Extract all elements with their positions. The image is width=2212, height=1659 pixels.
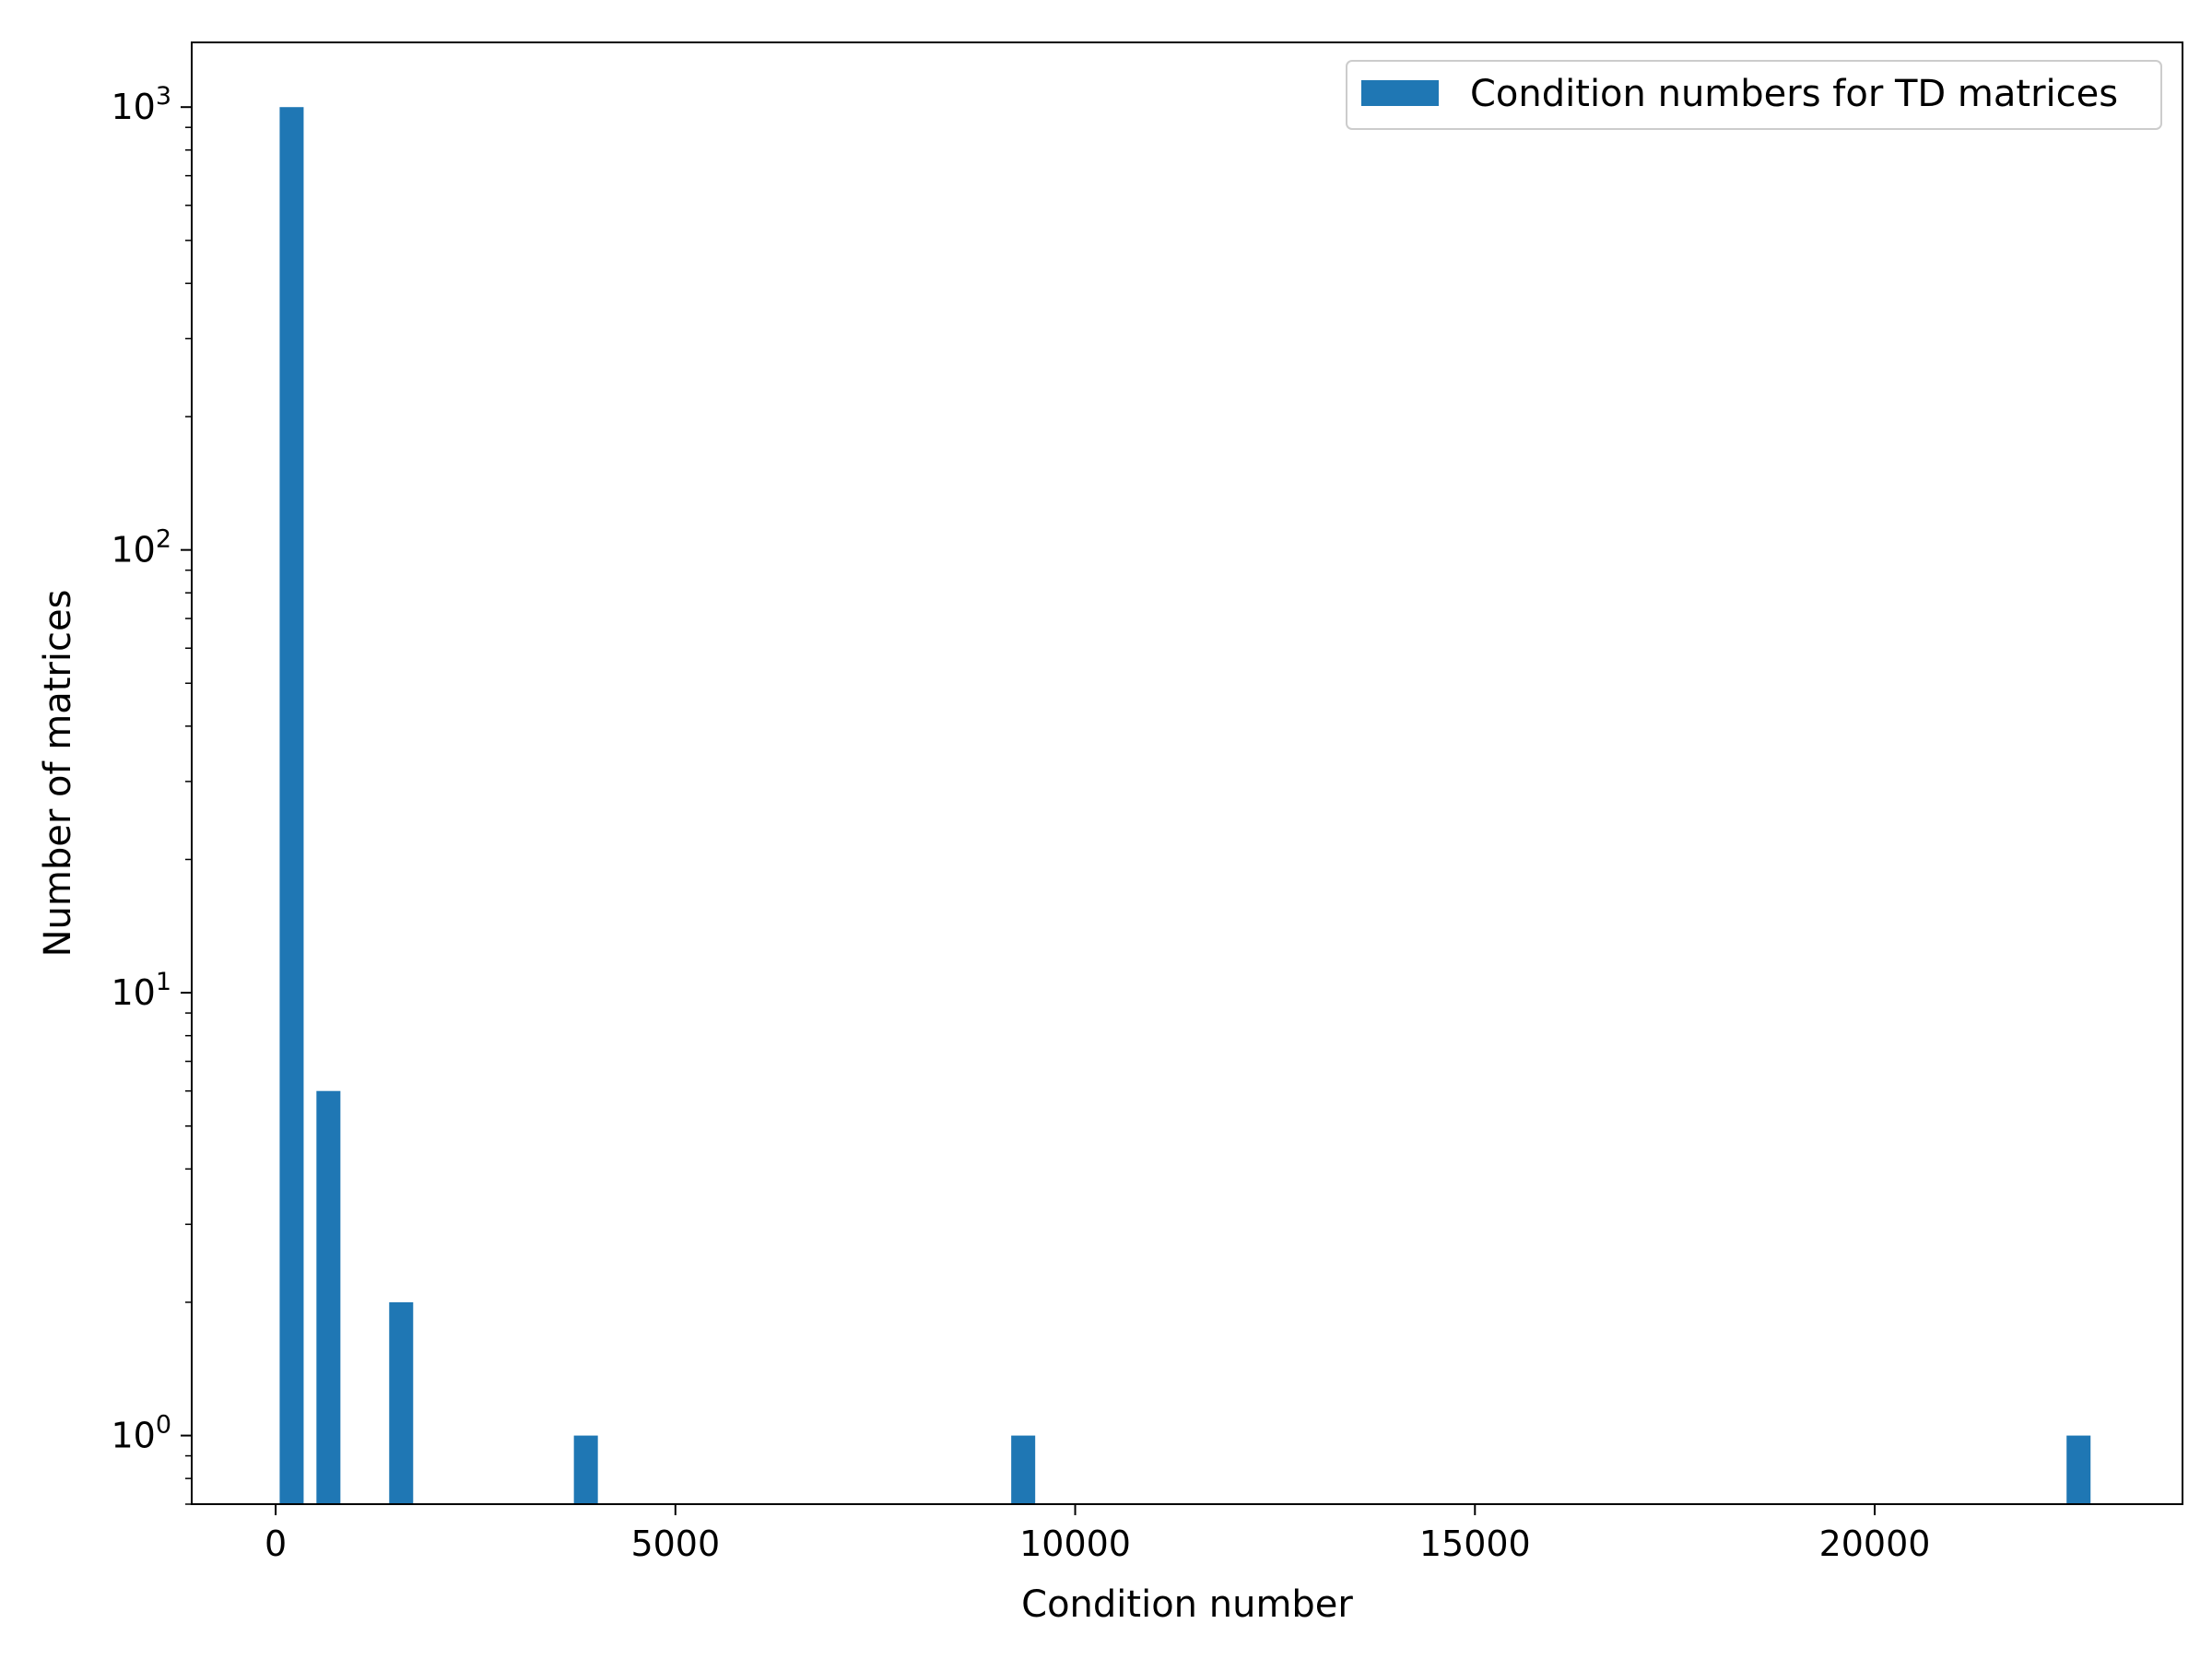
y-tick-label: 100 bbox=[111, 1411, 171, 1456]
y-axis-label: Number of matrices bbox=[37, 590, 79, 958]
legend-box bbox=[1346, 60, 2162, 130]
legend-label: Condition numbers for TD matrices bbox=[1470, 73, 2118, 115]
x-axis-label: Condition number bbox=[1021, 1583, 1353, 1626]
bar-2 bbox=[389, 1301, 414, 1504]
y-tick-label: 103 bbox=[111, 82, 171, 127]
x-axis-ticks: 0 5000 10000 15000 20000 bbox=[265, 1504, 1930, 1564]
y-tick-label: 102 bbox=[111, 525, 171, 571]
x-tick-label: 0 bbox=[265, 1524, 287, 1564]
y-tick-label: 101 bbox=[111, 968, 171, 1013]
legend-swatch bbox=[1361, 80, 1439, 106]
x-tick-label: 20000 bbox=[1819, 1524, 1931, 1564]
plot-area-frame bbox=[191, 41, 2183, 1505]
legend: Condition numbers for TD matrices bbox=[1346, 60, 2162, 130]
x-tick-label: 5000 bbox=[630, 1524, 720, 1564]
bar-3 bbox=[573, 1435, 598, 1504]
bar-0 bbox=[279, 107, 304, 1505]
bar-1 bbox=[316, 1090, 341, 1504]
x-tick-label: 15000 bbox=[1419, 1524, 1531, 1564]
bar-5 bbox=[2066, 1435, 2091, 1504]
bar-4 bbox=[1011, 1435, 1036, 1504]
x-tick-label: 10000 bbox=[1019, 1524, 1131, 1564]
y-axis-ticks: 100 101 102 103 bbox=[111, 82, 192, 1505]
bars-group bbox=[279, 107, 2091, 1505]
